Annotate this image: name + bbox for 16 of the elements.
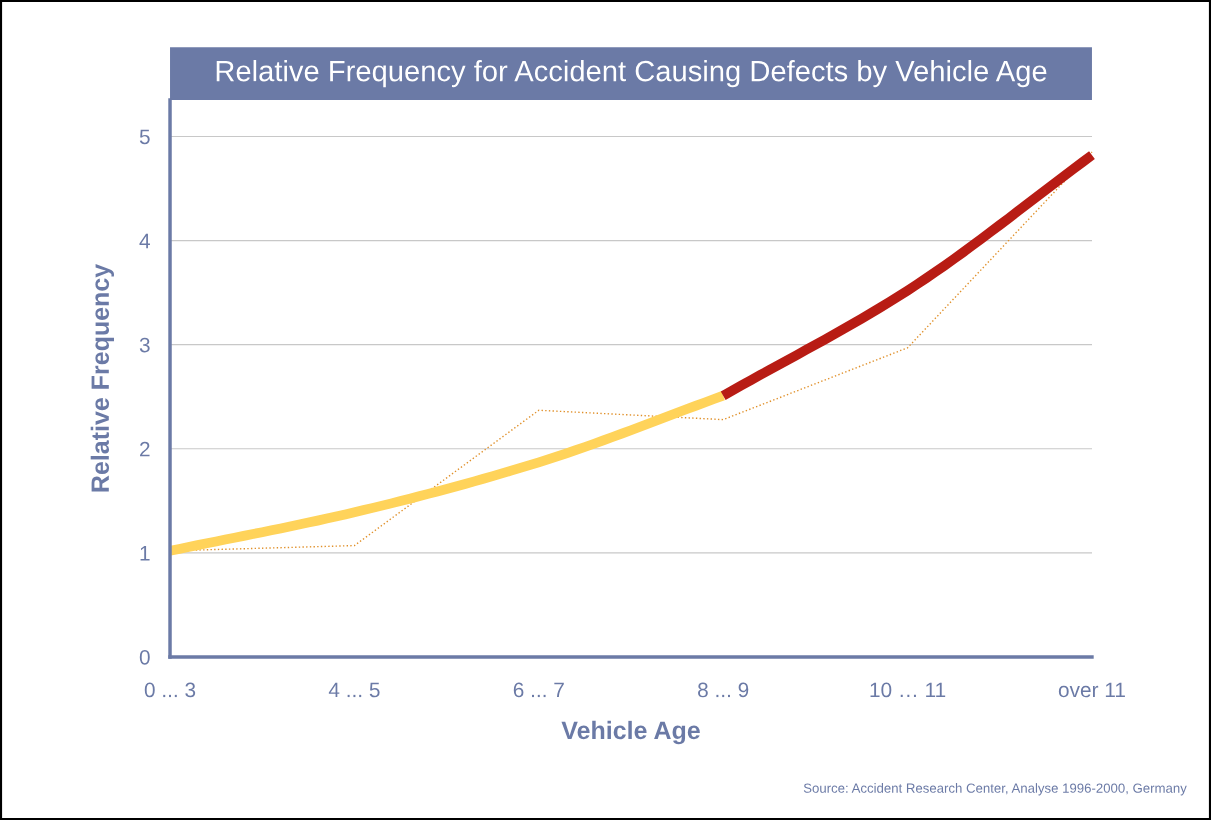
x-tick-label: 4 ... 5 [328,682,380,698]
y-tick-label: 5 [139,129,150,145]
y-tick-label: 2 [140,441,150,457]
y-tick-label: 1 [140,546,150,561]
x-tick-label: over 11 [1058,682,1125,698]
source-note: Source: Accident Research Center, Analyse 1996-2000, Germany [803,783,1187,796]
x-tick-label: 6 ... 7 [513,682,564,698]
x-tick-label: 8 ... 9 [698,682,749,698]
chart-title: Relative Frequency for Accident Causing Defects by Vehicle Age [216,59,1047,88]
y-tick-label: 4 [139,233,150,249]
x-axis-title: Vehicle Age [561,720,700,745]
x-tick-label: 10 … 11 [870,682,946,698]
y-axis-title: Relative Frequency [90,264,114,492]
x-tick-label: 0 ... 3 [144,682,196,698]
y-tick-label: 3 [139,337,150,353]
y-tick-label: 0 [139,649,150,665]
